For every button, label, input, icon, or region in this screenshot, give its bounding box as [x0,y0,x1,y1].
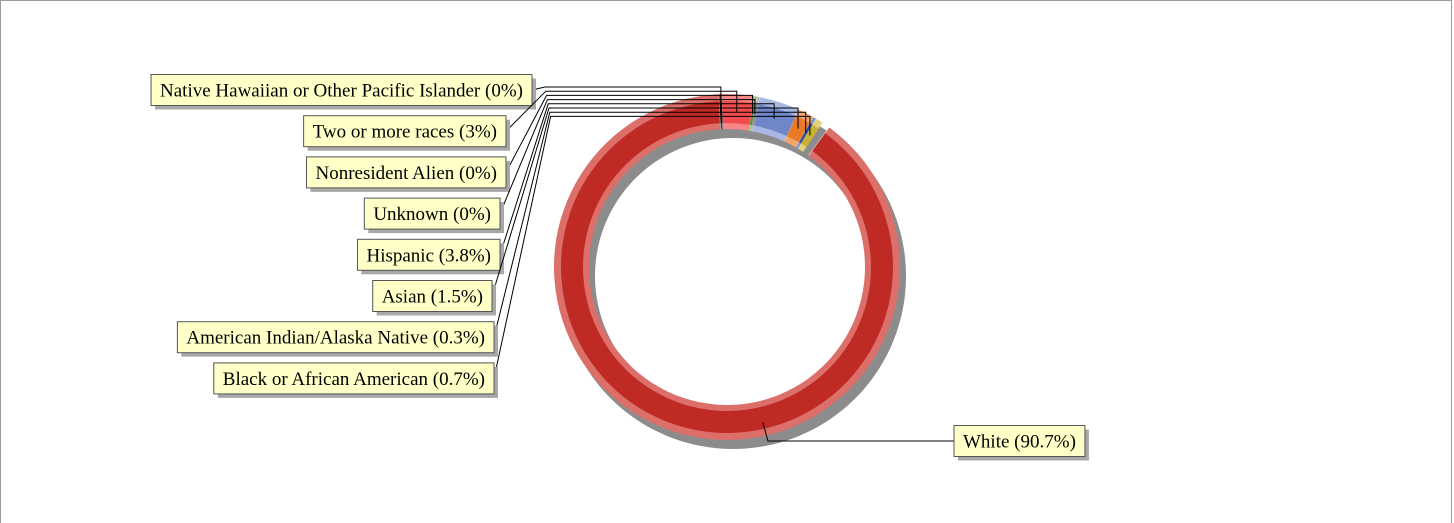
label-box-unknown [363,197,501,230]
label-nonresident-alien: Nonresident Alien (0%) [315,163,497,184]
label-box-native-hawaiian-or-other-pacific-islander [150,74,533,106]
leader-nonresident-alien [505,94,754,173]
label-box-black-or-african-american [213,362,495,395]
label-native-hawaiian-or-other-pacific-islander: Native Hawaiian or Other Pacific Islande… [160,81,523,102]
label-white: White (90.7%) [963,432,1076,453]
leader-black-or-african-american [493,115,811,379]
label-two-or-more-races: Two or more races (3%) [313,122,497,143]
label-box-two-or-more-races [303,115,507,148]
leader-unknown [499,99,756,214]
label-unknown: Unknown (0%) [373,204,491,225]
label-black-or-african-american: Black or African American (0.7%) [223,369,485,390]
label-box-white [953,425,1086,457]
label-box-hispanic [356,238,501,271]
leader-white [762,422,954,442]
label-box-asian [372,280,493,312]
leader-asian [491,107,799,297]
label-asian: Asian (1.5%) [382,287,483,308]
leader-two-or-more-races [505,90,738,132]
label-box-nonresident-alien [305,156,507,189]
slice-white [554,94,900,440]
label-hispanic: Hispanic (3.8%) [366,245,491,266]
leader-american-indian-alaska-native [493,111,807,338]
label-box-american-indian-alaska-native [176,321,495,354]
leader-hispanic [499,103,775,255]
label-american-indian-alaska-native: American Indian/Alaska Native (0.3%) [186,328,485,349]
